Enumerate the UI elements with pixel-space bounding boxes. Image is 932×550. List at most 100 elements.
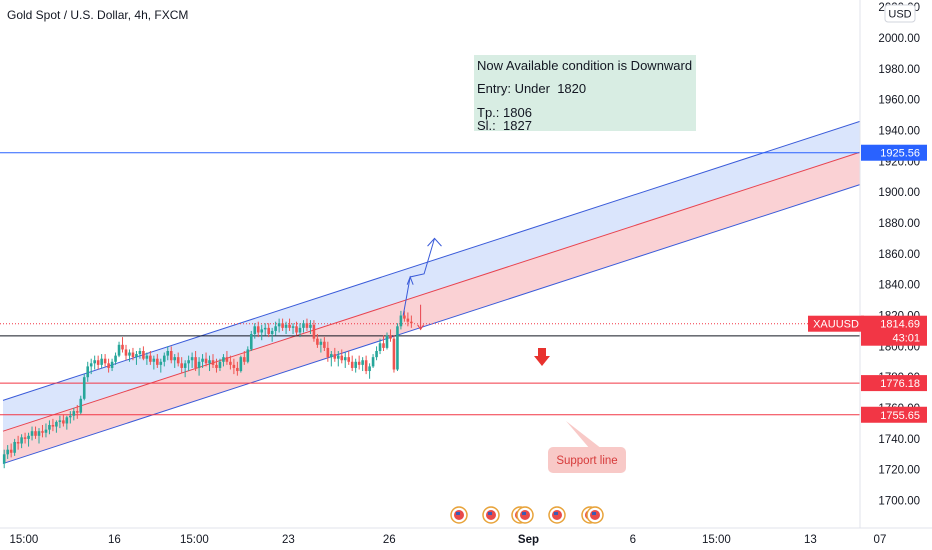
economic-events[interactable] <box>450 506 604 524</box>
candle-body <box>128 352 131 356</box>
candle-body <box>357 361 361 365</box>
price-tick-label: 1700.00 <box>878 496 920 508</box>
time-tick-label: 15:00 <box>180 534 209 546</box>
channel-lower-line <box>2 168 908 465</box>
candles-layer[interactable] <box>2 310 413 469</box>
candle-body <box>284 324 288 328</box>
candle-body <box>131 352 135 358</box>
candle-body <box>86 366 90 378</box>
price-axis-bg[interactable] <box>860 0 932 528</box>
event-flag-icon-canton <box>522 512 526 515</box>
candle-body <box>156 358 159 365</box>
channel-upper-line <box>2 105 908 401</box>
candle-body <box>267 327 270 335</box>
candle-body <box>270 330 274 335</box>
time-tick-label: 23 <box>282 534 295 546</box>
price-tick-label: 1840.00 <box>878 280 920 292</box>
horizontal-lines-layer <box>0 152 860 416</box>
projection-up-arrowhead <box>427 237 442 247</box>
support-callout-label: Support line <box>556 455 617 467</box>
candle-body <box>41 431 44 433</box>
candle-body <box>406 318 410 322</box>
strategy-note-box[interactable] <box>474 55 696 131</box>
candle-body <box>159 361 163 365</box>
candle-body <box>190 357 194 361</box>
candle-body <box>27 435 30 439</box>
note-entry: Entry: Under 1820 <box>477 81 586 96</box>
candle-body <box>277 323 281 327</box>
event-flag-icon-canton <box>456 512 460 515</box>
candle-body <box>263 327 267 330</box>
candle-body <box>100 358 103 365</box>
candle-body <box>162 355 166 362</box>
candle-body <box>246 349 250 362</box>
price-tick-label: 1960.00 <box>878 95 920 107</box>
note-take-profit: Tp.: 1806 <box>477 105 532 120</box>
candle-body <box>249 334 253 350</box>
candle-body <box>375 350 378 358</box>
candle-body <box>368 366 371 372</box>
price-tag-label: 1755.65 <box>880 410 920 422</box>
price-tag-label: 1776.18 <box>880 378 920 390</box>
time-tick-label: 15:00 <box>9 534 38 546</box>
time-tick-label: 07 <box>874 534 887 546</box>
event-flag-icon-canton <box>554 512 558 515</box>
candle-body <box>44 429 48 433</box>
symbol-tag-label: XAUUSD <box>813 319 859 331</box>
candle-body <box>183 363 187 368</box>
candle-body <box>312 324 316 339</box>
candle-body <box>173 357 177 361</box>
time-axis-ticks[interactable]: 15:00 16 15:00 23 26 Sep 6 15:00 13 07 <box>9 534 886 546</box>
candle-body <box>194 357 197 368</box>
candle-body <box>350 361 354 368</box>
time-tick-label: 13 <box>804 534 817 546</box>
candle-body <box>354 361 357 368</box>
candle-body <box>399 315 403 327</box>
candle-body <box>121 344 124 350</box>
support-callout-box[interactable] <box>548 447 626 473</box>
candle-body <box>256 326 260 333</box>
candle-body <box>69 415 72 418</box>
candle-body <box>138 350 142 355</box>
time-tick-label: 16 <box>108 534 121 546</box>
candle-body <box>371 357 375 367</box>
candle-body <box>232 364 236 368</box>
candle-body <box>295 326 298 333</box>
candle-body <box>309 324 312 328</box>
currency-badge[interactable] <box>884 4 916 23</box>
candle-body <box>37 431 41 436</box>
candle-body <box>55 421 58 427</box>
price-tick-label: 1880.00 <box>878 218 920 230</box>
candle-body <box>382 343 385 348</box>
price-tick-label: 1940.00 <box>878 125 920 137</box>
candle-body <box>378 343 382 351</box>
note-condition: Now Available condition is Downward <box>477 58 692 73</box>
candle-body <box>96 360 100 365</box>
candle-body <box>336 355 340 359</box>
candle-body <box>316 338 319 345</box>
time-tick-label: Sep <box>518 534 539 546</box>
symbol-tag-bg <box>808 315 864 332</box>
price-tick-label: 1860.00 <box>878 249 920 261</box>
price-tick-label: 2000.00 <box>878 33 920 45</box>
candle-body <box>225 357 229 362</box>
sell-arrow-icon <box>534 348 550 366</box>
candle-body <box>281 323 284 328</box>
annotations-layer <box>402 237 442 331</box>
candle-body <box>103 358 107 364</box>
price-axis-tags: 1925.561806.811776.181755.65XAUUSD1814.6… <box>808 144 927 423</box>
candle-body <box>114 355 117 362</box>
candle-body <box>152 358 156 362</box>
candle-body <box>79 398 83 413</box>
candle-body <box>13 441 16 453</box>
candle-body <box>62 420 65 424</box>
candle-body <box>89 363 93 367</box>
candle-body <box>343 357 347 361</box>
candle-body <box>149 355 152 362</box>
candle-body <box>124 349 128 356</box>
current-price-tag-bg <box>861 315 927 346</box>
candle-body <box>65 417 69 424</box>
candle-body <box>305 323 309 328</box>
candle-body <box>260 329 264 333</box>
candle-body <box>176 357 180 364</box>
